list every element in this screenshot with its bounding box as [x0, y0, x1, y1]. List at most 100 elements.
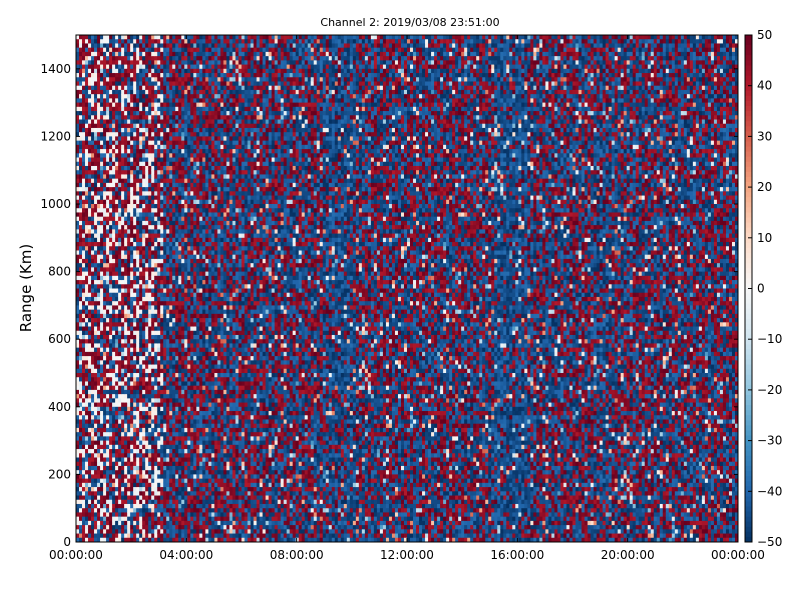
heat-cell	[91, 191, 95, 196]
heat-cell	[127, 533, 131, 539]
heat-cell	[142, 174, 146, 180]
heat-cell	[109, 508, 113, 513]
heat-cell	[130, 453, 134, 458]
heat-cell	[187, 170, 191, 175]
heat-cell	[160, 212, 164, 218]
heat-cell	[160, 512, 164, 518]
heat-cell	[175, 356, 179, 361]
heat-cell	[94, 457, 98, 463]
heat-cell	[184, 339, 188, 344]
heat-cell	[121, 182, 125, 188]
heat-cell	[94, 216, 98, 222]
heat-cell	[130, 525, 134, 530]
heat-cell	[151, 529, 155, 534]
heat-cell	[178, 242, 182, 247]
heat-cell	[133, 520, 137, 526]
heat-cell	[184, 254, 188, 260]
heat-cell	[199, 246, 203, 251]
heat-cell	[178, 187, 182, 192]
heat-cell	[160, 98, 164, 104]
heat-cell	[106, 525, 110, 530]
heat-cell	[139, 144, 143, 150]
heat-cell	[82, 153, 86, 158]
heat-cell	[163, 271, 167, 277]
heat-cell	[115, 419, 119, 425]
heat-cell	[145, 165, 149, 171]
heat-cell	[160, 444, 164, 450]
heat-cell	[124, 457, 128, 463]
heat-cell	[169, 423, 173, 429]
heat-cell	[103, 127, 107, 133]
heat-cell	[145, 440, 149, 446]
heat-cell	[154, 267, 158, 273]
heat-cell	[121, 136, 125, 142]
heat-cell	[106, 89, 110, 95]
heat-cell	[118, 339, 122, 344]
heat-cell	[145, 250, 149, 256]
heat-cell	[154, 296, 158, 302]
heat-cell	[88, 508, 92, 513]
heat-cell	[166, 322, 170, 327]
heat-cell	[190, 377, 194, 382]
heat-cell	[79, 318, 83, 323]
heat-cell	[199, 165, 203, 171]
heat-cell	[172, 516, 176, 522]
heat-cell	[157, 136, 161, 142]
heat-cell	[115, 263, 119, 268]
heat-cell	[82, 351, 86, 357]
heat-cell	[103, 461, 107, 467]
heat-cell	[100, 411, 104, 416]
heat-cell	[124, 111, 128, 116]
heat-cell	[109, 533, 113, 539]
heat-cell	[157, 309, 161, 315]
heat-cell	[91, 170, 95, 175]
heat-cell	[103, 406, 107, 412]
heat-cell	[100, 444, 104, 450]
heat-cell	[106, 449, 110, 454]
heat-cell	[190, 453, 194, 458]
heat-cell	[139, 423, 143, 429]
heat-cell	[76, 537, 80, 543]
heat-cell	[175, 242, 179, 247]
heat-cell	[145, 339, 149, 344]
heat-cell	[85, 461, 89, 467]
heat-cell	[190, 487, 194, 492]
heat-cell	[124, 115, 128, 120]
heat-cell	[118, 419, 122, 425]
heat-cell	[178, 102, 182, 108]
heat-cell	[178, 394, 182, 399]
heat-cell	[169, 267, 173, 273]
heat-cell	[112, 520, 116, 526]
heat-cell	[181, 533, 185, 539]
heat-cell	[124, 60, 128, 65]
heat-cell	[181, 229, 185, 234]
heat-cell	[85, 204, 89, 209]
heat-cell	[142, 275, 146, 281]
heat-cell	[136, 305, 140, 311]
heat-cell	[103, 220, 107, 226]
heat-cell	[121, 360, 125, 365]
heat-cell	[151, 229, 155, 234]
heat-cell	[94, 178, 98, 184]
heat-cell	[169, 356, 173, 361]
heat-cell	[169, 427, 173, 433]
heat-cell	[136, 43, 140, 49]
heat-cell	[154, 419, 158, 425]
heat-cell	[124, 377, 128, 382]
heat-cell	[187, 64, 191, 70]
heat-cell	[121, 478, 125, 484]
heat-cell	[115, 191, 119, 196]
heat-cell	[187, 330, 191, 336]
heat-cell	[172, 360, 176, 365]
heat-cell	[79, 465, 83, 471]
heat-cell	[148, 465, 152, 471]
heat-cell	[127, 351, 131, 357]
heat-cell	[121, 351, 125, 357]
heat-cell	[175, 330, 179, 336]
heat-cell	[172, 423, 176, 429]
heat-cell	[169, 465, 173, 471]
heat-cell	[181, 373, 185, 378]
heat-cell	[79, 140, 83, 146]
heat-cell	[169, 89, 173, 95]
heat-cell	[88, 157, 92, 163]
